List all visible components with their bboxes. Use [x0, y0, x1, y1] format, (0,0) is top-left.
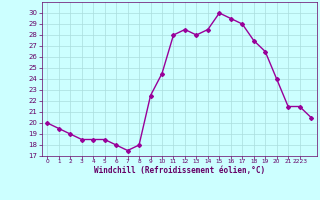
- X-axis label: Windchill (Refroidissement éolien,°C): Windchill (Refroidissement éolien,°C): [94, 166, 265, 175]
